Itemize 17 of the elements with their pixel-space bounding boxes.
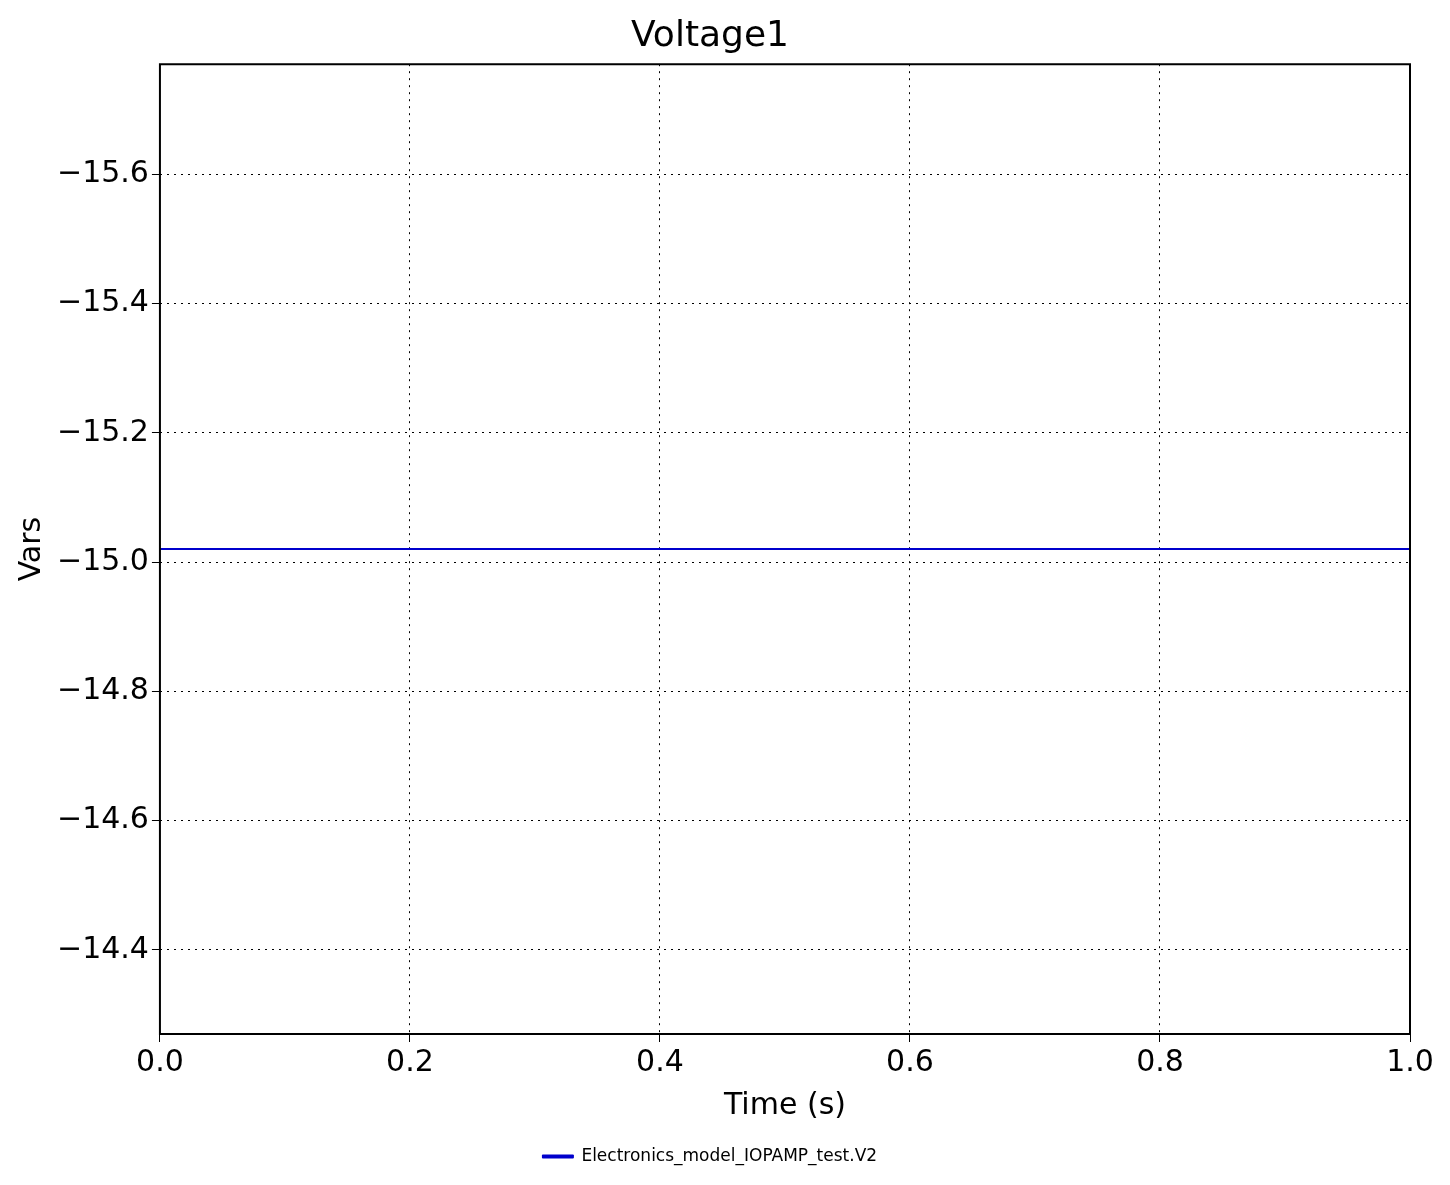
chart-title: Voltage1 — [631, 12, 789, 54]
y-tick-label: −15.2 — [57, 412, 149, 448]
y-tick-label: −14.8 — [57, 671, 149, 707]
y-tick-label: −15.6 — [57, 153, 149, 189]
x-tick-label: 0.2 — [386, 1042, 434, 1078]
y-tick-label: −14.4 — [57, 929, 149, 965]
y-tick-label: −15.0 — [57, 541, 149, 577]
x-tick-label: 0.8 — [1136, 1042, 1184, 1078]
x-tick-label: 0.4 — [636, 1042, 684, 1078]
y-tick-label: −15.4 — [57, 283, 149, 319]
y-axis-title: Vars — [11, 516, 47, 582]
y-tick-label: −14.6 — [57, 800, 149, 836]
x-axis-title: Time (s) — [722, 1085, 846, 1121]
x-tick-label: 1.0 — [1386, 1042, 1434, 1078]
legend-label: Electronics_model_IOPAMP_test.V2 — [581, 1144, 878, 1166]
x-tick-label: 0.0 — [136, 1042, 184, 1078]
x-tick-label: 0.6 — [886, 1042, 934, 1078]
